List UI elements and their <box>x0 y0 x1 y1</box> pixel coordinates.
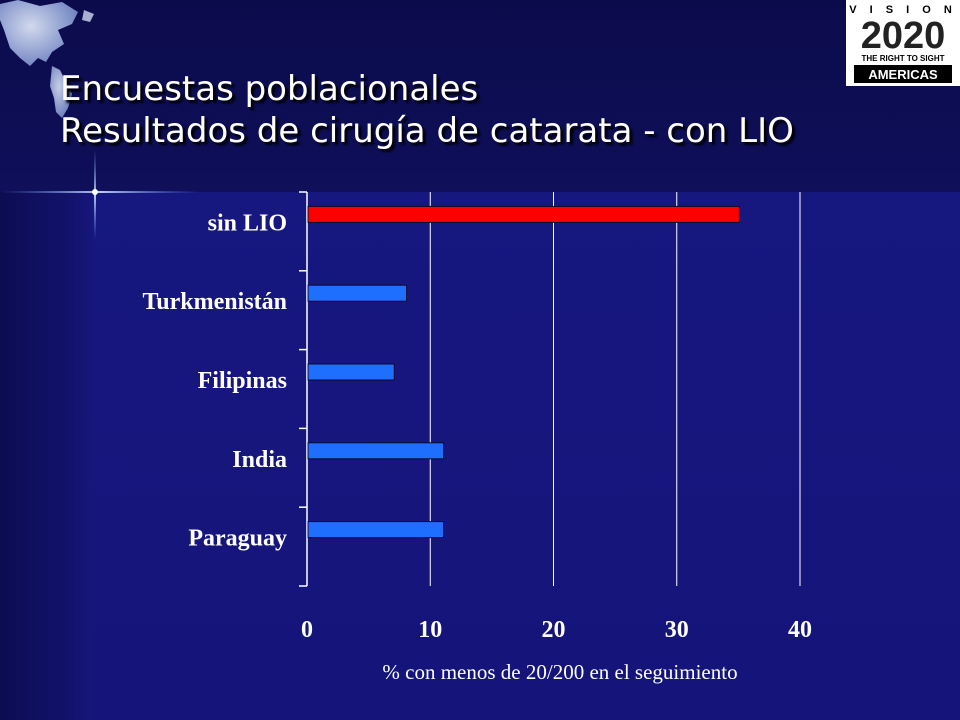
logo-top-text: V I S I O N <box>849 4 957 16</box>
slide-title: Encuestas poblacionales Resultados de ci… <box>60 68 794 152</box>
logo-tagline: THE RIGHT TO SIGHT <box>862 54 945 63</box>
x-tick-label-0: 0 <box>301 617 313 643</box>
category-label-0: sin LIO <box>208 210 287 236</box>
category-label-3: India <box>232 447 287 473</box>
logo-2020-text: 2020 <box>861 15 946 57</box>
bar-1 <box>307 284 408 302</box>
x-tick-label-1: 10 <box>418 617 442 643</box>
category-label-1: Turkmenistán <box>143 289 288 315</box>
x-axis-label: % con menos de 20/200 en el seguimiento <box>382 660 738 684</box>
logo-region-text: AMERICAS <box>868 67 938 82</box>
category-label-4: Paraguay <box>188 526 287 552</box>
chart-background <box>92 192 960 720</box>
vision2020-logo: V I S I O N 2020 THE RIGHT TO SIGHT AMER… <box>846 0 960 86</box>
sparkle-star-icon <box>0 150 200 240</box>
globe-americas-icon <box>0 0 94 118</box>
bar-3 <box>307 442 445 460</box>
bar-4 <box>307 521 445 539</box>
title-band <box>0 0 960 192</box>
x-tick-label-4: 40 <box>788 617 812 643</box>
x-tick-label-3: 30 <box>665 617 689 643</box>
title-line-1: Encuestas poblacionales <box>60 69 479 109</box>
x-tick-label-2: 20 <box>542 617 566 643</box>
bar-2 <box>307 363 395 381</box>
category-label-2: Filipinas <box>198 368 287 394</box>
title-line-2: Resultados de cirugía de catarata - con … <box>60 111 794 151</box>
logo-region-box <box>854 65 952 83</box>
bar-0 <box>307 205 740 223</box>
